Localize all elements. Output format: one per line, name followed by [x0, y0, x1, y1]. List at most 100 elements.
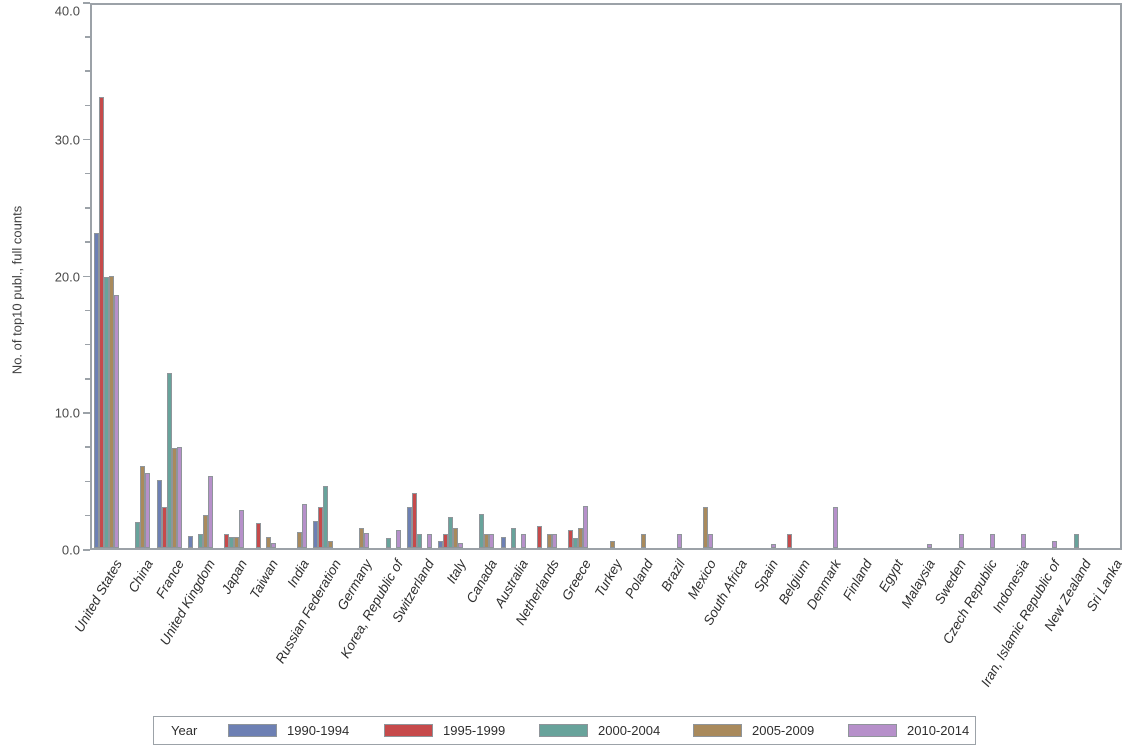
bar-2005-2009-5: [265, 537, 271, 548]
bar-1990-1994-7: [313, 520, 319, 548]
y-tick-label: 0.0: [61, 542, 80, 558]
y-tick-label: 20.0: [54, 269, 80, 284]
bar-2010-2014-11: [458, 542, 464, 548]
bar-1995-1999-2: [161, 506, 167, 548]
bar-1995-1999-4: [224, 534, 230, 548]
bar-2000-2004-1: [135, 522, 141, 548]
bar-1995-1999-14: [536, 526, 542, 548]
y-axis-title: No. of top10 publ., full counts: [9, 205, 25, 375]
bar-2010-2014-30: [1052, 541, 1058, 548]
x-category-label: Turkey: [591, 557, 625, 600]
bar-2010-2014-15: [583, 505, 589, 548]
plot-area: [90, 3, 1122, 550]
bar-2010-2014-5: [270, 542, 276, 548]
y-major-tick: [83, 2, 90, 4]
legend-entry: 2000-2004: [539, 717, 660, 744]
bar-2005-2009-19: [703, 506, 709, 548]
y-minor-tick: [85, 70, 90, 72]
x-category-label: Finland: [840, 557, 876, 603]
bar-1990-1994-0: [94, 233, 100, 548]
y-major-tick: [83, 275, 90, 277]
bar-2000-2004-7: [323, 486, 329, 548]
legend-label: 1995-1999: [443, 723, 506, 738]
x-category-label: Spain: [751, 557, 782, 595]
bar-2010-2014-19: [708, 534, 714, 548]
bar-2005-2009-17: [640, 534, 646, 548]
y-minor-tick: [85, 480, 90, 483]
bar-2010-2014-18: [677, 534, 683, 548]
bar-2005-2009-14: [546, 534, 552, 548]
legend-swatch-2010-2014: [848, 724, 897, 737]
bar-1995-1999-0: [99, 96, 105, 548]
bar-2010-2014-26: [927, 543, 933, 548]
y-minor-tick: [85, 446, 90, 448]
y-minor-tick: [85, 343, 90, 346]
bar-2005-2009-16: [609, 541, 615, 548]
x-category-label: China: [125, 557, 156, 596]
bar-1995-1999-15: [568, 530, 574, 548]
bar-2005-2009-15: [578, 527, 584, 548]
bar-2005-2009-4: [234, 537, 240, 548]
bar-2010-2014-27: [958, 534, 964, 548]
y-minor-tick: [85, 514, 90, 517]
bar-2000-2004-10: [416, 534, 422, 548]
legend-label: 1990-1994: [287, 723, 350, 738]
bar-2005-2009-1: [140, 465, 146, 548]
bar-1995-1999-7: [318, 506, 324, 548]
legend-label: 2010-2014: [907, 723, 970, 738]
y-minor-tick: [85, 207, 90, 209]
bar-2010-2014-21: [770, 543, 776, 548]
x-category-label: Japan: [218, 557, 250, 597]
y-minor-tick: [85, 378, 90, 380]
legend-entry: 1990-1994: [228, 717, 349, 744]
bar-2005-2009-6: [296, 531, 302, 548]
y-minor-tick: [85, 309, 90, 312]
x-category-label: Italy: [443, 557, 469, 586]
bar-1995-1999-5: [255, 523, 261, 548]
y-major-tick: [83, 412, 90, 414]
x-category-label: Poland: [622, 557, 657, 601]
bar-2005-2009-2: [171, 448, 177, 548]
bar-2000-2004-9: [385, 538, 391, 548]
y-minor-tick: [85, 172, 90, 175]
bar-2010-2014-8: [364, 532, 370, 548]
x-category-label: Taiwan: [246, 557, 281, 602]
bar-2010-2014-28: [989, 534, 995, 548]
bar-2010-2014-1: [145, 472, 151, 548]
x-category-label: Egypt: [876, 557, 907, 595]
bar-2000-2004-13: [510, 527, 516, 548]
bar-2005-2009-12: [484, 534, 490, 548]
x-category-label: Brazil: [657, 557, 688, 594]
bar-1990-1994-11: [438, 541, 444, 548]
bar-2005-2009-0: [109, 275, 115, 548]
bar-2005-2009-11: [453, 527, 459, 548]
legend-swatch-2000-2004: [539, 724, 588, 737]
bar-1990-1994-13: [500, 537, 506, 548]
y-minor-tick: [85, 241, 90, 243]
bar-2000-2004-11: [448, 516, 454, 548]
bar-2010-2014-9: [395, 530, 401, 548]
x-category-label: United States: [71, 557, 125, 635]
bar-2005-2009-3: [202, 515, 208, 548]
legend-label: 2005-2009: [752, 723, 815, 738]
legend-swatch-1995-1999: [384, 724, 433, 737]
x-category-label: Russian Federation: [271, 557, 344, 666]
bar-2010-2014-3: [207, 475, 213, 548]
bar-2000-2004-15: [573, 538, 579, 548]
legend-entry: 2005-2009: [693, 717, 814, 744]
legend-swatch-1990-1994: [228, 724, 277, 737]
y-minor-tick: [85, 36, 90, 38]
y-tick-label: 10.0: [54, 405, 80, 421]
bar-1990-1994-3: [187, 535, 193, 548]
bar-2010-2014-13: [520, 534, 526, 548]
bar-2000-2004-2: [166, 372, 172, 548]
y-tick-label: 30.0: [54, 132, 80, 148]
x-category-label: Greece: [558, 557, 594, 603]
bar-1990-1994-2: [156, 479, 162, 548]
bar-2010-2014-0: [114, 295, 120, 548]
bar-2010-2014-23: [833, 506, 839, 548]
legend-entry: 1995-1999: [384, 717, 505, 744]
bar-1995-1999-11: [443, 534, 449, 548]
bar-2000-2004-3: [197, 534, 203, 548]
bar-2010-2014-4: [239, 509, 245, 548]
